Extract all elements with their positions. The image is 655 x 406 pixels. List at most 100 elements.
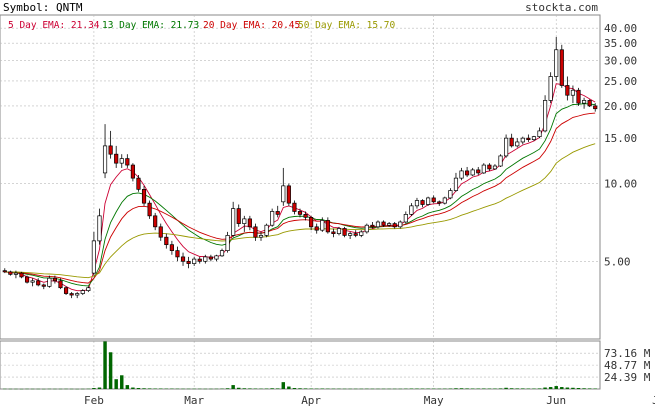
time-axis: Feb Mar Apr May Jun Jul — [84, 394, 655, 406]
candle — [175, 246, 180, 262]
legend-ema50: 50 Day EMA: 15.70 — [298, 20, 396, 31]
volume-bar — [303, 388, 308, 389]
candle — [130, 163, 135, 182]
volume-bar — [571, 387, 575, 389]
candle — [442, 196, 447, 205]
candle — [309, 215, 314, 231]
candle — [192, 256, 197, 266]
volume-gridlines — [0, 352, 600, 378]
candle — [403, 211, 408, 224]
candle — [297, 208, 303, 218]
candle — [24, 275, 30, 284]
price-axis: 40.00 35.00 30.00 25.00 20.00 15.00 10.00 5.00 — [604, 22, 637, 268]
candle — [381, 220, 386, 227]
candle — [141, 185, 147, 206]
ema-50-line — [4, 143, 596, 279]
candle — [437, 200, 442, 206]
candle — [186, 256, 191, 269]
candle — [281, 167, 286, 206]
month-label: Jul — [652, 394, 655, 406]
candle — [164, 233, 169, 249]
volume-bar — [97, 387, 102, 389]
candle — [431, 195, 436, 204]
candle — [565, 76, 570, 101]
candle — [348, 231, 353, 240]
candle — [13, 270, 19, 279]
volume-bar — [275, 388, 280, 389]
volume-bar — [298, 388, 302, 389]
candle — [492, 164, 498, 170]
candle — [531, 135, 537, 142]
ema-legend: 5 Day EMA: 21.34 13 Day EMA: 21.73 20 Da… — [8, 20, 396, 31]
candle — [52, 275, 57, 284]
legend-ema20: 20 Day EMA: 20.45 — [203, 20, 300, 31]
candle — [275, 205, 280, 218]
volume-bar — [131, 387, 135, 389]
candle — [63, 286, 69, 296]
volume-tick-label: 24.39 M — [604, 371, 651, 384]
month-label: Apr — [301, 394, 321, 406]
volume-bar — [270, 388, 274, 389]
candle — [398, 220, 403, 229]
candle — [342, 226, 347, 238]
candle — [102, 124, 108, 179]
volume-bar — [242, 388, 247, 389]
volume-bar — [582, 388, 586, 389]
candle — [581, 97, 587, 109]
volume-bar — [454, 388, 458, 389]
candle — [331, 228, 336, 238]
price-tick-label: 5.00 — [604, 255, 631, 268]
candle — [91, 231, 96, 276]
candle — [97, 208, 102, 245]
candle — [203, 254, 208, 264]
volume-bar — [565, 387, 570, 389]
candle — [19, 271, 24, 279]
price-gridlines — [0, 27, 600, 262]
volume-bar — [521, 388, 525, 389]
volume-bar — [237, 387, 241, 389]
candle — [114, 145, 119, 168]
candle — [36, 278, 41, 287]
candle — [219, 248, 225, 257]
volume-bar — [560, 387, 564, 389]
candle — [314, 223, 319, 234]
candle — [47, 275, 52, 288]
candle — [420, 199, 425, 208]
volume-bar — [554, 386, 558, 389]
volume-bar — [576, 388, 581, 389]
candle — [169, 240, 174, 255]
candle — [292, 200, 297, 215]
volume-bar — [482, 388, 486, 389]
candle — [108, 130, 113, 159]
candle — [2, 268, 7, 274]
candle — [119, 154, 124, 168]
candle — [69, 292, 74, 299]
candle — [370, 221, 375, 229]
volume-bar — [248, 388, 252, 389]
candle — [375, 220, 381, 229]
candle — [426, 196, 431, 206]
volume-bar — [292, 388, 297, 389]
candle — [325, 217, 330, 234]
candle — [448, 188, 453, 200]
volume-bars — [3, 341, 597, 390]
candlesticks — [2, 36, 598, 299]
brand-label[interactable]: stockta.com — [525, 1, 598, 14]
candle — [570, 85, 576, 104]
candle — [498, 154, 503, 167]
candle — [153, 212, 158, 231]
candle — [459, 167, 464, 181]
candle — [414, 197, 420, 209]
candle — [242, 215, 247, 232]
candle — [470, 167, 475, 177]
candle — [537, 127, 542, 139]
volume-bar — [459, 388, 464, 389]
price-tick-label: 20.00 — [604, 100, 637, 113]
candle — [515, 138, 520, 148]
candle — [303, 211, 308, 221]
volume-bar — [548, 387, 553, 389]
candle — [41, 283, 46, 290]
month-label: May — [424, 394, 444, 406]
